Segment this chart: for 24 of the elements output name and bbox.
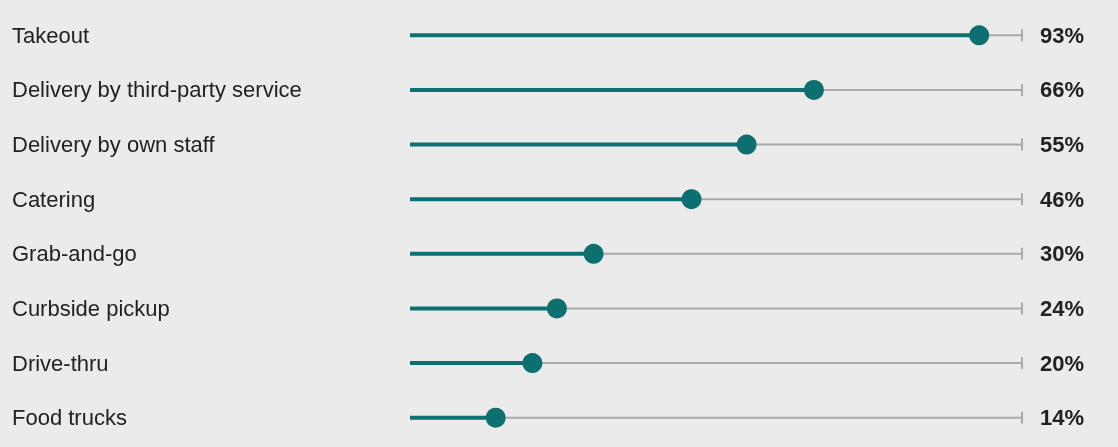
y-tick-label: Drive-thru	[12, 350, 109, 376]
y-tick-label: Grab-and-go	[12, 241, 137, 267]
point	[485, 407, 506, 428]
data-label: 24%	[1040, 295, 1085, 321]
y-tick-label: Delivery by third-party service	[12, 77, 302, 103]
y-tick-label: Curbside pickup	[12, 295, 170, 321]
point	[583, 243, 604, 264]
data-label: 66%	[1040, 77, 1085, 103]
y-tick-label: Catering	[12, 186, 96, 212]
data-label: 93%	[1040, 22, 1085, 48]
data-label: 55%	[1040, 132, 1085, 158]
y-tick-label: Delivery by own staff	[12, 132, 216, 158]
point	[522, 353, 543, 374]
y-tick-label: Food trucks	[12, 405, 127, 431]
point	[736, 134, 757, 155]
y-tick-label: Takeout	[12, 22, 90, 48]
point	[681, 189, 702, 210]
data-label: 46%	[1040, 186, 1085, 212]
point	[546, 298, 567, 319]
data-label: 30%	[1040, 241, 1085, 267]
point	[803, 79, 824, 100]
data-label: 14%	[1040, 405, 1085, 431]
data-label: 20%	[1040, 350, 1085, 376]
point	[969, 25, 990, 46]
